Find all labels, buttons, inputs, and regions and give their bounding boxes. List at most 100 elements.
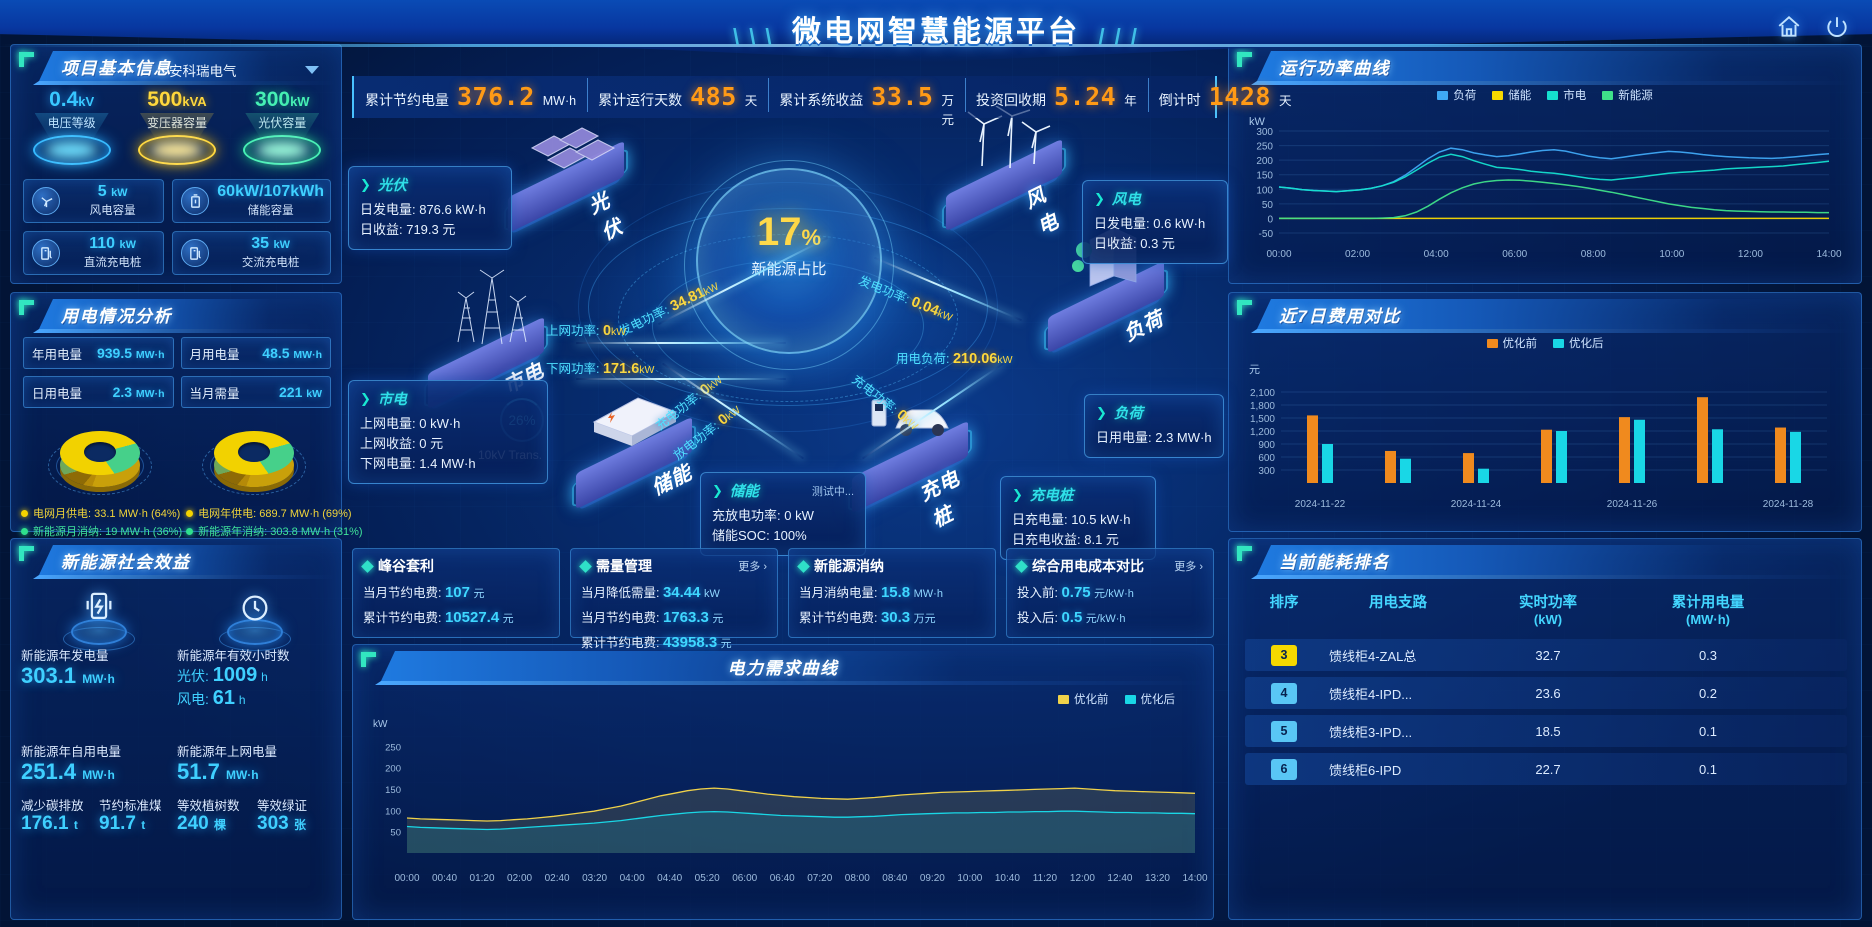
project-selector[interactable]: 安科瑞电气 [169, 60, 319, 80]
panel-header: 当前能耗排名 [1235, 545, 1855, 579]
card-storage[interactable]: ❯ 储能 测试中... 充放电功率: 0 kW 储能SOC: 100% [700, 472, 866, 557]
table-row[interactable]: 5 馈线柜3-IPD... 18.5 0.1 [1245, 715, 1847, 747]
legend-item-2[interactable]: 市电 [1547, 87, 1586, 103]
legend-item-1[interactable]: 优化后 [1553, 335, 1604, 351]
energy-flow-diagram: 17% 新能源占比 光伏 [348, 106, 1228, 561]
card-head: ❯ 充电桩 [1012, 484, 1144, 505]
power-icon[interactable] [1824, 14, 1850, 45]
rank-badge: 5 [1271, 720, 1297, 742]
label: 月用电量 [189, 347, 240, 362]
value: 0 [602, 323, 612, 339]
usage-legend-item-3: 新能源年消纳: 303.8 MW·h (31%) [186, 523, 363, 539]
col-label: 累计用电量 [1671, 595, 1745, 611]
legend-item-0[interactable]: 优化前 [1486, 335, 1537, 351]
capacity-tiles: 5 kW 风电容量 60kW/107kWh 储能容量 110 kW 直流充电桩 … [23, 179, 331, 275]
unit: MW·h [225, 768, 259, 782]
node-pv[interactable]: 光伏 [504, 127, 628, 245]
card-load[interactable]: ❯ 负荷 日用电量: 2.3 MW·h [1084, 394, 1224, 459]
card-row: 日充电量: 10.5 kW·h [1012, 512, 1131, 527]
charger-icon [181, 239, 210, 267]
legend-item-1[interactable]: 优化后 [1124, 691, 1175, 707]
value: 91.7 t [99, 813, 177, 835]
svg-text:0: 0 [1267, 214, 1273, 225]
table-row[interactable]: 3 馈线柜4-ZAL总 32.7 0.3 [1245, 639, 1847, 671]
tile-value: 110 kW [89, 235, 137, 253]
unit: MW·h [82, 672, 115, 686]
donut-3d [60, 429, 140, 487]
charger-icon [32, 239, 60, 267]
svg-text:300: 300 [1258, 466, 1275, 477]
table-row[interactable]: 4 馈线柜4-IPD... 23.6 0.2 [1245, 677, 1847, 709]
unit: 元 [502, 613, 514, 625]
social-green-cert: 等效绿证 303 张 [257, 795, 333, 835]
node-load[interactable]: 负荷 [1044, 227, 1168, 355]
card-charger[interactable]: ❯ 充电桩 日充电量: 10.5 kW·h 日充电收益: 8.1 元 [1000, 476, 1156, 561]
svg-text:100: 100 [1256, 185, 1273, 196]
glow-pad [32, 135, 111, 165]
kpi-unit: 年 [1124, 94, 1137, 108]
branch-cell: 馈线柜6-IPD [1329, 762, 1402, 778]
project-tile-3[interactable]: 35 kW 交流充电桩 [172, 231, 331, 275]
card-title: 储能 [729, 484, 759, 500]
more-button[interactable]: 更多 › [1174, 561, 1203, 573]
metric-card-row: 峰谷套利 当月节约电费: 107 元累计节约电费: 10527.4 元 需量管理… [352, 548, 1214, 651]
value: 1763.3 [662, 609, 709, 626]
donut-month [40, 419, 160, 503]
legend-item-3[interactable]: 新能源 [1602, 87, 1653, 103]
unit: t [141, 818, 146, 832]
card-head: ❯ 风电 [1094, 188, 1216, 209]
card-pv[interactable]: ❯ 光伏 日发电量: 876.6 kW·h 日收益: 719.3 元 [348, 166, 512, 251]
label: 等效植树数 [177, 799, 240, 813]
kpi-unit: MW·h [542, 94, 577, 108]
svg-text:08:00: 08:00 [1581, 249, 1606, 260]
label: 光伏容量 [258, 116, 307, 130]
legend-item-0[interactable]: 负荷 [1437, 87, 1476, 103]
label: 变压器容量 [146, 116, 207, 130]
more-button[interactable]: 更多 › [738, 561, 767, 573]
value: 34.44 [662, 584, 701, 601]
value: 48.5 MW·h [262, 345, 322, 361]
header-bar-shadow [1251, 329, 1855, 333]
kpi-item-1: 累计运行天数 485 天 [587, 78, 768, 112]
node-wind[interactable]: 风电 [942, 106, 1066, 239]
card-wind[interactable]: ❯ 风电 日发电量: 0.6 kW·h 日收益: 0.3 元 [1082, 180, 1228, 265]
arrow-icon: ❯ [712, 482, 723, 498]
panel-title: 用电情况分析 [61, 307, 172, 326]
svg-text:kW: kW [1249, 116, 1266, 128]
svg-text:300: 300 [1256, 127, 1273, 138]
card-title: 需量管理 [596, 558, 652, 574]
kpi-item-0: 累计节约电量 376.2 MW·h [354, 82, 587, 112]
number: 91.7 [99, 813, 136, 834]
card-grid[interactable]: ❯ 市电 上网电量: 0 kW·h 上网收益: 0 元 下网电量: 1.4 MW… [348, 380, 548, 485]
project-tile-1[interactable]: 60kW/107kWh 储能容量 [172, 179, 331, 223]
project-tile-0[interactable]: 5 kW 风电容量 [23, 179, 165, 223]
project-tile-2[interactable]: 110 kW 直流充电桩 [23, 231, 165, 275]
bar-before [1619, 417, 1630, 483]
label: 新能源占比 [751, 261, 827, 278]
legend-dot [186, 527, 194, 535]
corner-marker-icon [361, 652, 377, 668]
cost-chart: 优化前 优化后 300 600 900 1,200 1,500 1,800 2,100 2024-… [1237, 335, 1853, 523]
bar-after [1634, 419, 1645, 483]
table-row[interactable]: 6 馈线柜6-IPD 22.7 0.1 [1245, 753, 1847, 785]
home-icon[interactable] [1776, 14, 1802, 45]
node-storage[interactable]: 储能 [572, 397, 696, 511]
metric-row-2: 累计节约电费: 43958.3 元 [581, 634, 732, 651]
bar-after [1712, 429, 1723, 483]
panel-power-curve: 运行功率曲线 负荷 储能 市电 新能源 -50 0 50 100 150 200 250 300 00:… [1228, 44, 1862, 284]
node-grid[interactable]: 市电 [424, 269, 548, 411]
flow-label-load-power: 用电负荷: 210.06kW [896, 348, 1013, 367]
social-trees: 等效植树数 240 棵 [177, 795, 257, 835]
panel-header: 电力需求曲线 [359, 651, 1207, 685]
label: 当月需量 [189, 386, 240, 401]
svg-text:元: 元 [1249, 364, 1260, 376]
rank-cell: 4 [1245, 682, 1323, 704]
text: 上网功率: [546, 324, 600, 338]
legend-item-1[interactable]: 储能 [1492, 87, 1531, 103]
metric-row-0: 当月节约电费: 107 元 [363, 584, 485, 601]
capacity-1: 500kVA 变压器容量 [127, 89, 227, 165]
series-新能源 [1279, 179, 1829, 220]
legend-item-0[interactable]: 优化前 [1058, 691, 1109, 707]
number: 251.4 [21, 759, 77, 784]
value: 240 棵 [177, 813, 257, 835]
